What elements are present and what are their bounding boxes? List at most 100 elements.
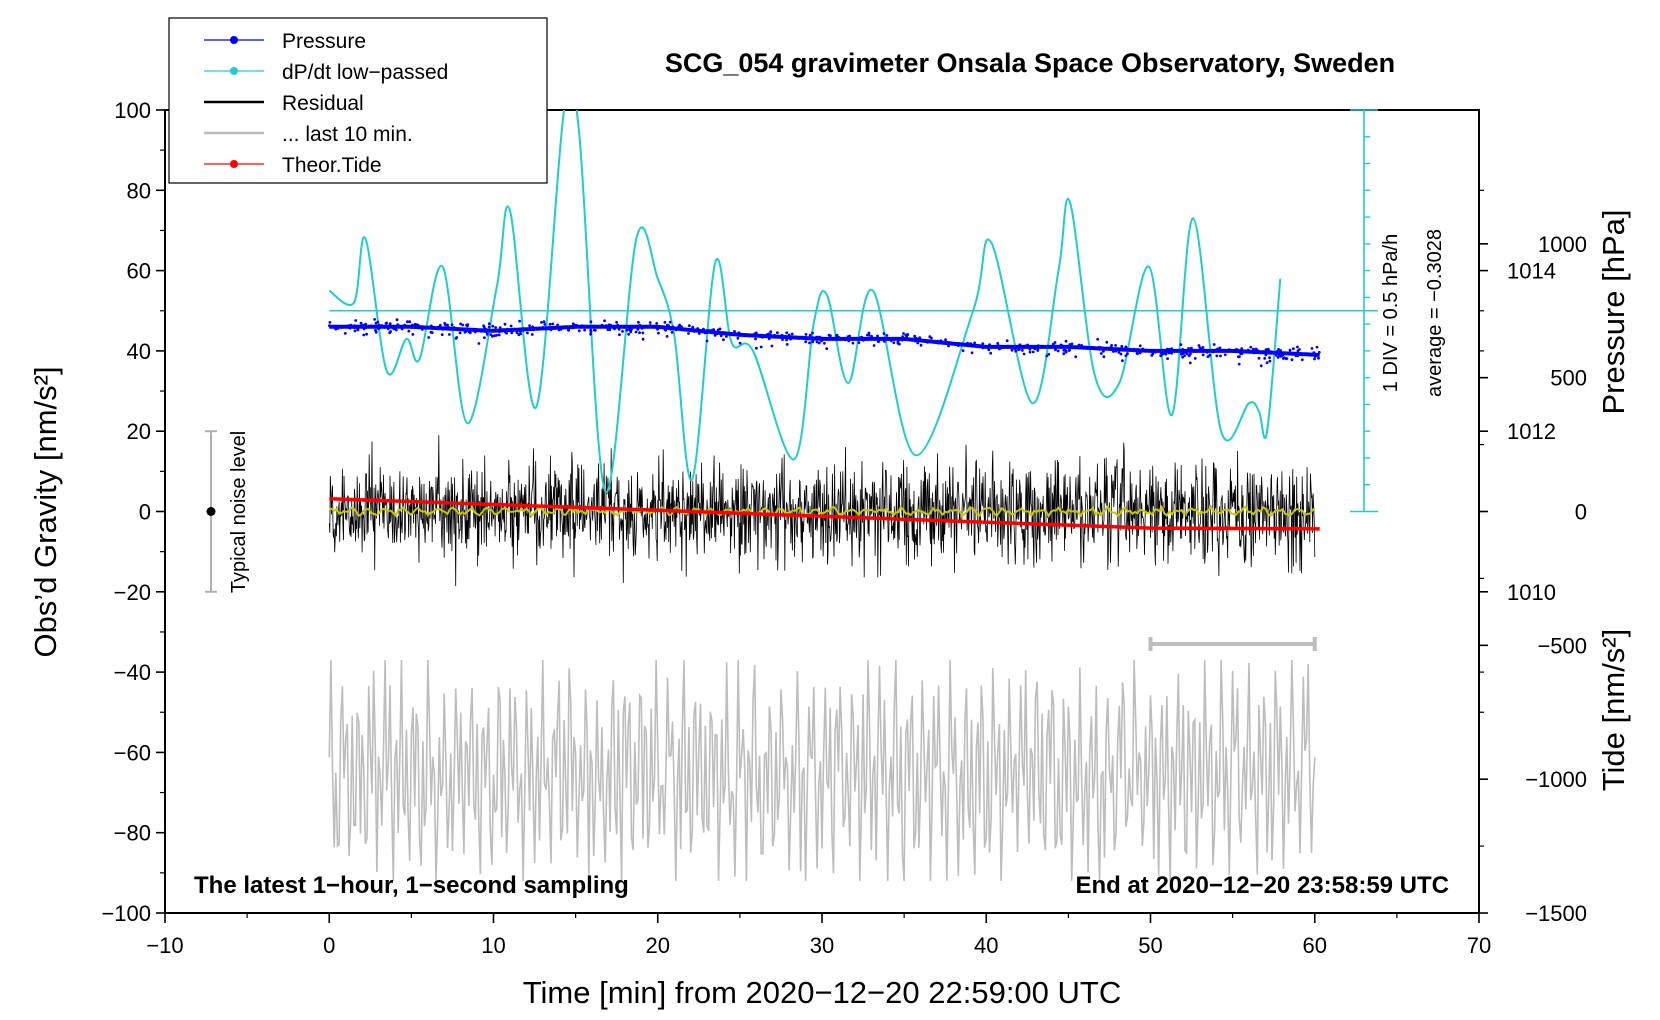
pressure-point (589, 328, 592, 332)
pressure-point (528, 327, 531, 331)
pressure-point (882, 332, 886, 335)
pressure-point (589, 320, 593, 324)
pressure-point (606, 328, 610, 331)
pressure-point (548, 322, 552, 326)
y-tick-label: −20 (114, 580, 151, 605)
pressure-point (604, 324, 608, 328)
pressure-point (362, 327, 366, 331)
pressure-point (655, 322, 659, 325)
y-tick-label: 40 (127, 339, 151, 364)
legend-tide-label: Theor.Tide (282, 154, 382, 177)
pressure-point (962, 343, 966, 346)
pressure-point (1005, 339, 1009, 343)
chart-title: SCG_054 gravimeter Onsala Space Observat… (665, 48, 1395, 78)
pressure-point (522, 328, 525, 332)
pressure-point (930, 336, 933, 340)
pressure-point (407, 329, 411, 333)
pressure-point (446, 323, 449, 327)
pressure-point (896, 340, 900, 344)
pressure-point (966, 341, 969, 345)
y-axis-title-pressure: Pressure [hPa] (1596, 209, 1631, 414)
pressure-point (571, 326, 575, 330)
pressure-point (425, 326, 428, 329)
pressure-point (430, 331, 434, 334)
pressure-point (1159, 351, 1163, 355)
pressure-point (1059, 343, 1063, 347)
pressure-point (1198, 346, 1202, 349)
pressure-point (334, 327, 338, 331)
tide-tick-label: 1000 (1538, 232, 1587, 257)
pressure-point (981, 346, 985, 350)
pressure-point (1264, 353, 1268, 357)
pressure-point (582, 325, 586, 329)
pressure-point (944, 338, 947, 342)
pressure-point (556, 323, 559, 327)
pressure-point (776, 331, 779, 335)
pressure-point (748, 334, 751, 338)
pressure-point (1296, 354, 1299, 358)
pressure-point (1227, 348, 1231, 352)
pressure-point (349, 323, 353, 327)
pressure-point (919, 343, 923, 347)
pressure-point (464, 329, 468, 333)
pressure-point (1056, 349, 1060, 353)
pressure-point (491, 334, 494, 338)
pressure-point (808, 333, 812, 337)
pressure-point (705, 339, 709, 343)
pressure-point (656, 325, 660, 328)
pressure-point (1240, 352, 1244, 355)
pressure-point (926, 340, 929, 344)
pressure-point (388, 331, 392, 335)
pressure-point (613, 327, 616, 331)
pressure-point (388, 322, 392, 326)
pressure-point (1215, 354, 1219, 358)
pressure-point (364, 326, 368, 329)
pressure-point (973, 341, 976, 345)
pressure-point (1206, 349, 1210, 352)
pressure-point (1028, 350, 1032, 354)
x-axis-title: Time [min] from 2020−12−20 22:59:00 UTC (523, 975, 1122, 1010)
pressure-point (919, 339, 922, 343)
pressure-point (649, 325, 652, 329)
pressure-point (504, 330, 507, 334)
legend-pressure-marker (230, 36, 238, 44)
pressure-point (1212, 343, 1216, 346)
pressure-point (629, 330, 633, 334)
pressure-point (1018, 343, 1022, 347)
pressure-point (549, 328, 553, 332)
legend-dpdt-marker (230, 67, 238, 75)
pressure-point (851, 341, 855, 345)
pressure-point (406, 325, 410, 328)
y-tick-label: −100 (101, 901, 151, 926)
pressure-point (444, 323, 447, 327)
pressure-point (847, 339, 851, 343)
pressure-point (1053, 344, 1057, 348)
pressure-point (1028, 347, 1032, 351)
pressure-point (1167, 351, 1171, 355)
pressure-point (353, 325, 357, 329)
pressure-point (452, 326, 456, 329)
pressure-point (600, 323, 604, 327)
pressure-point (808, 341, 811, 345)
pressure-point (773, 333, 776, 337)
pressure-point (902, 332, 905, 335)
pressure-point (936, 339, 940, 343)
pressure-point (1013, 344, 1017, 348)
tide-series (329, 496, 1320, 531)
pressure-point (1062, 352, 1066, 356)
pressure-point (1024, 344, 1027, 348)
pressure-point (403, 323, 407, 327)
pressure-point (494, 326, 497, 329)
pressure-point (1114, 349, 1118, 353)
pressure-point (510, 331, 514, 335)
tide-tick-label: −1500 (1525, 901, 1587, 926)
pressure-point (1315, 345, 1319, 349)
pressure-point (881, 337, 885, 341)
pressure-point (1105, 340, 1109, 344)
pressure-point (343, 332, 347, 335)
x-tick-label: −10 (146, 933, 183, 958)
pressure-point (568, 325, 571, 329)
pressure-point (396, 323, 400, 326)
pressure-point (785, 338, 788, 342)
pressure-point (376, 320, 380, 324)
